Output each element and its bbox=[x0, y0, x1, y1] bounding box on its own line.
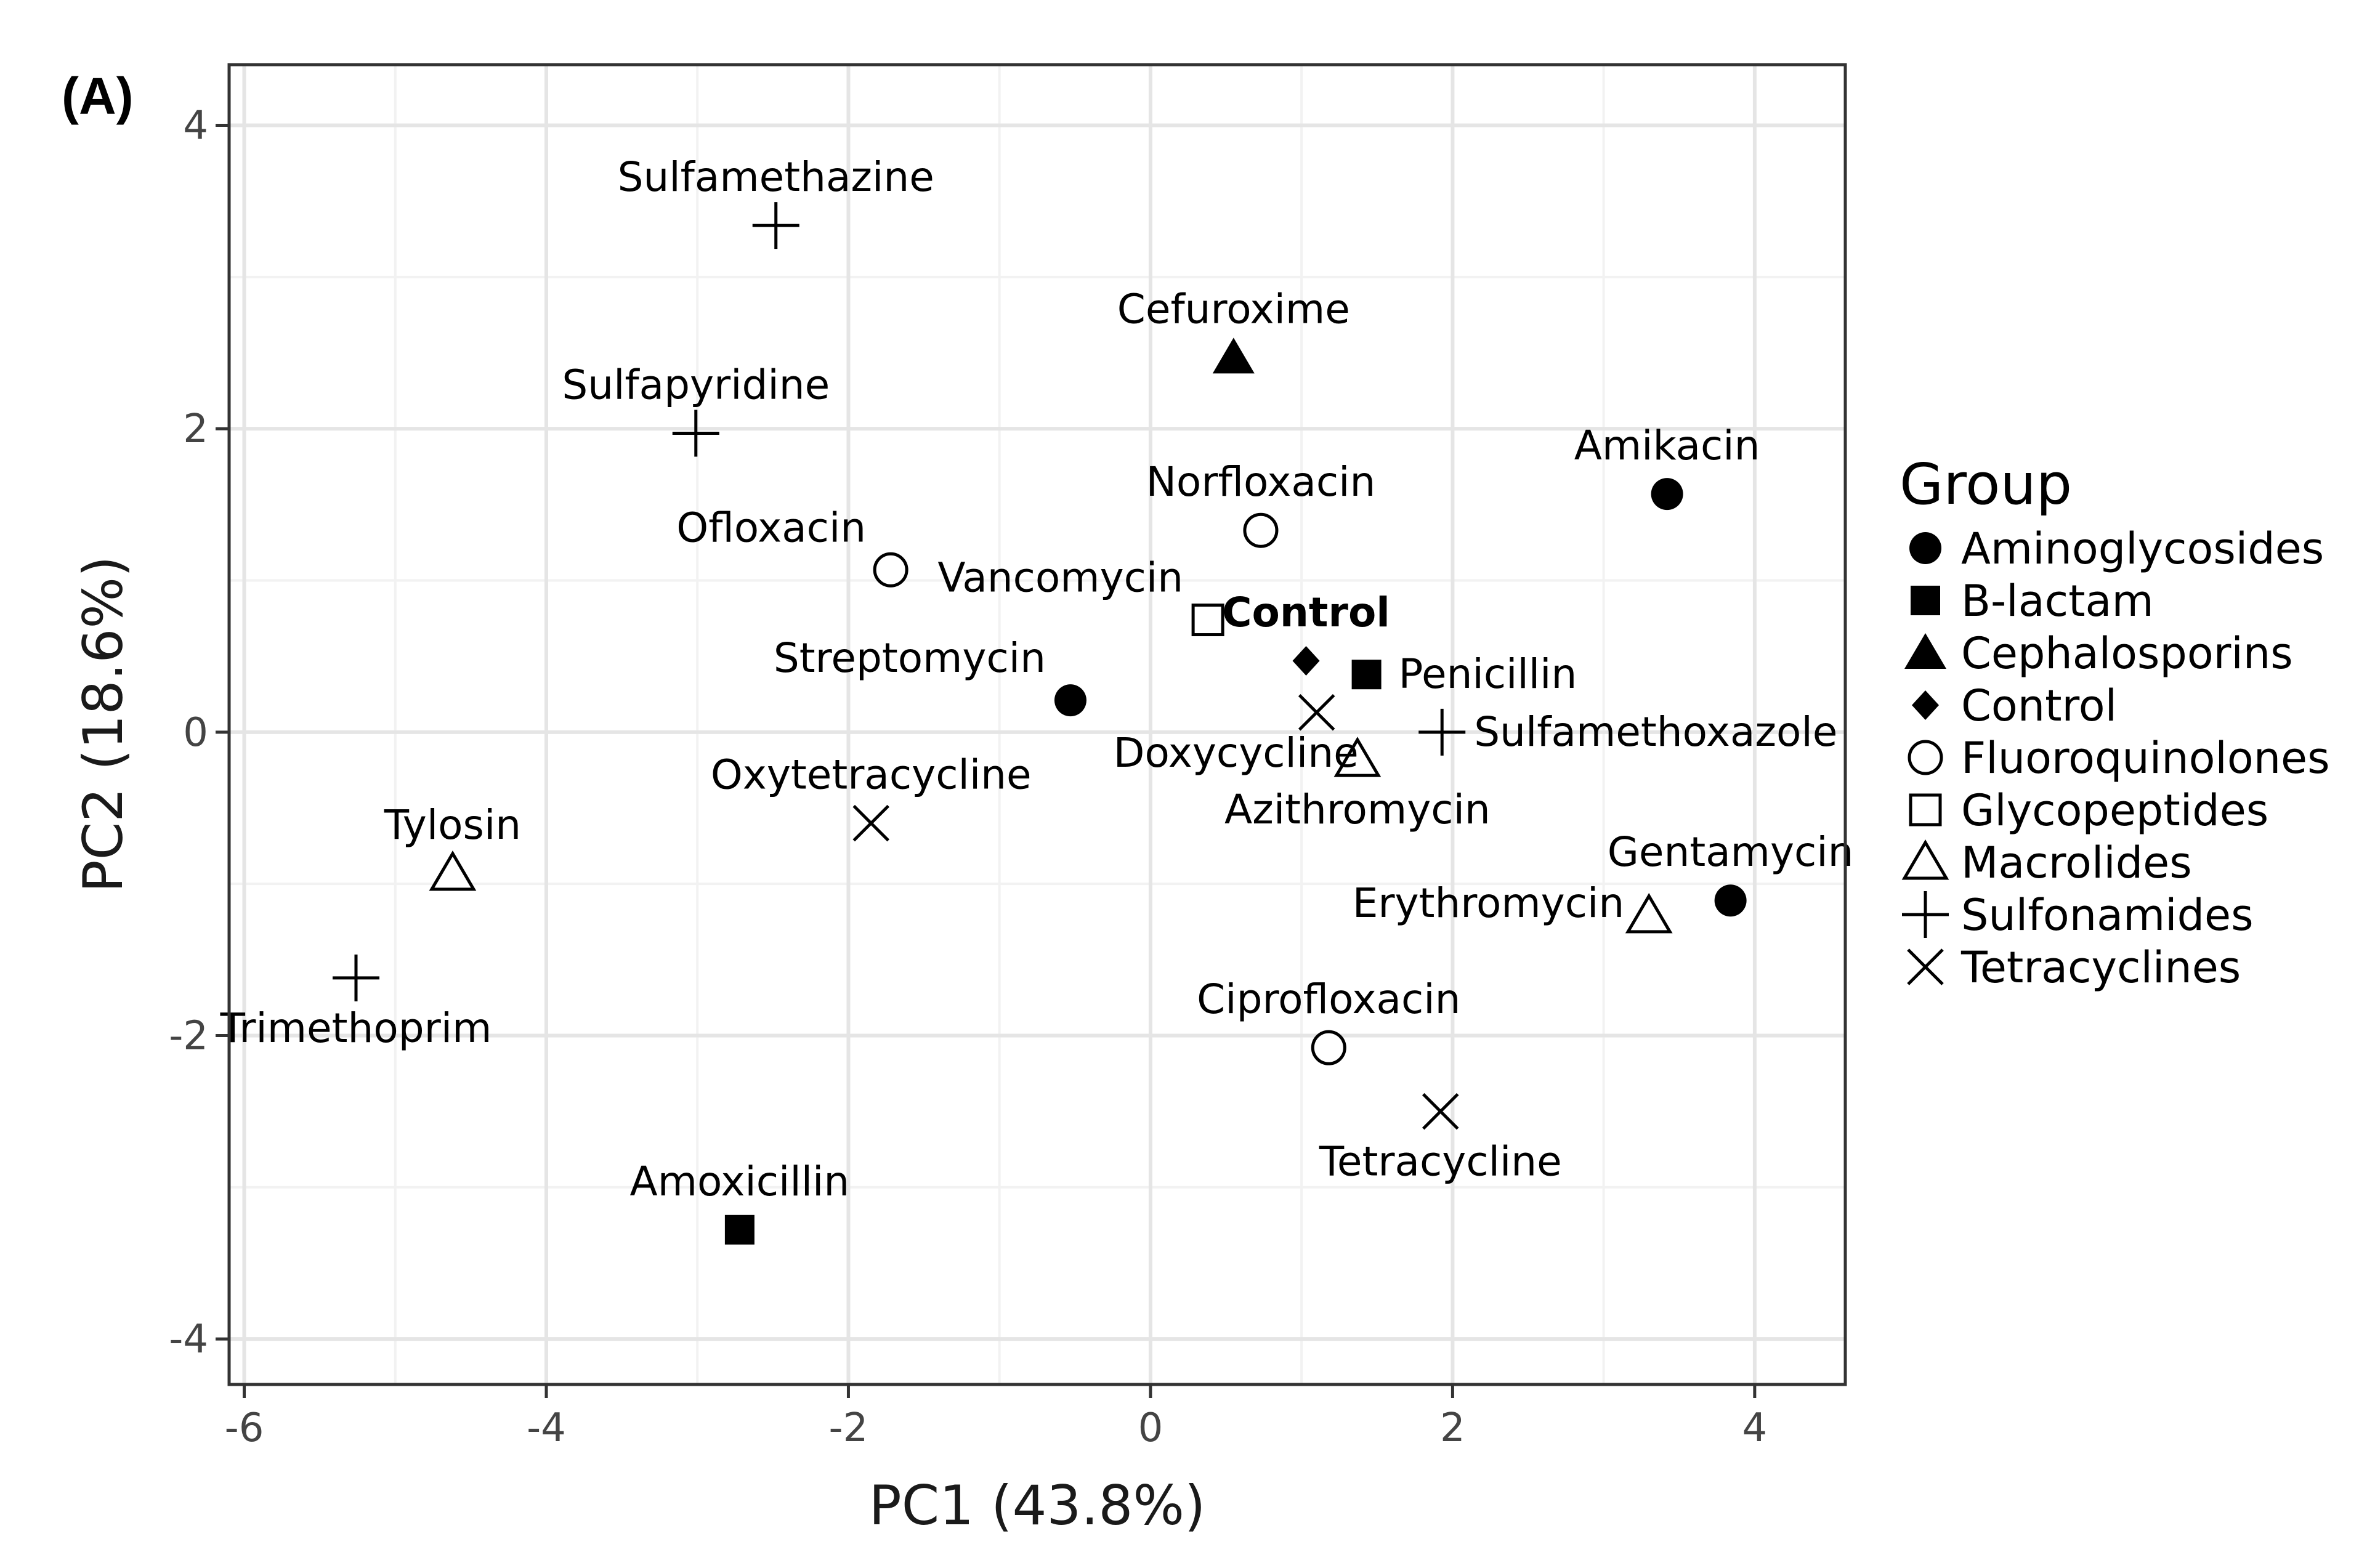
label-sulfamethoxazole: Sulfamethoxazole bbox=[1474, 708, 1837, 756]
point-azithromycin bbox=[1333, 737, 1382, 777]
panel-letter: (A) bbox=[62, 67, 134, 125]
point-tetracycline bbox=[1422, 1093, 1459, 1130]
legend-key-macrolides bbox=[1901, 839, 1949, 880]
legend-title: Group bbox=[1900, 451, 2072, 517]
data-points bbox=[332, 202, 1747, 1245]
legend-label-aminoglycosides: Aminoglycosides bbox=[1961, 523, 2324, 574]
point-cefuroxime bbox=[1212, 337, 1255, 374]
legend-key-aminoglycosides bbox=[1909, 532, 1941, 564]
y-tick-label: 0 bbox=[183, 710, 208, 756]
legend-key-tetracyclines bbox=[1907, 948, 1944, 985]
legend-label-control: Control bbox=[1961, 681, 2117, 731]
label-control: Control bbox=[1222, 589, 1390, 636]
x-tick-label: 0 bbox=[1138, 1405, 1163, 1451]
point-tylosin bbox=[429, 850, 477, 891]
x-tick-label: 2 bbox=[1440, 1405, 1465, 1451]
label-amoxicillin: Amoxicillin bbox=[630, 1158, 850, 1205]
x-tick-label: -6 bbox=[225, 1405, 264, 1451]
legend-label-fluoroquinolones: Fluoroquinolones bbox=[1961, 733, 2330, 783]
label-ciprofloxacin: Ciprofloxacin bbox=[1197, 976, 1460, 1023]
legend: Group AminoglycosidesB-lactamCephalospor… bbox=[1900, 451, 2330, 993]
point-gentamycin bbox=[1714, 884, 1747, 917]
point-amoxicillin bbox=[724, 1214, 755, 1245]
legend-key-fluoroquinolones bbox=[1908, 740, 1943, 775]
plot-background bbox=[229, 65, 1845, 1384]
grid-lines bbox=[229, 65, 1845, 1384]
point-erythromycin bbox=[1625, 892, 1673, 934]
legend-key-cephalosporins bbox=[1904, 633, 1946, 669]
legend-key-b-lactam bbox=[1911, 586, 1940, 615]
label-amikacin: Amikacin bbox=[1574, 422, 1760, 469]
point-norfloxacin bbox=[1243, 512, 1279, 548]
legend-label-cephalosporins: Cephalosporins bbox=[1961, 628, 2293, 679]
legend-label-sulfonamides: Sulfonamides bbox=[1961, 890, 2254, 940]
x-axis-title: PC1 (43.8%) bbox=[869, 1474, 1206, 1537]
point-sulfamethoxazole bbox=[1418, 708, 1466, 756]
y-tick-label: 4 bbox=[183, 103, 208, 149]
label-oxytetracycline: Oxytetracycline bbox=[711, 751, 1032, 799]
label-azithromycin: Azithromycin bbox=[1224, 786, 1491, 833]
point-labels: Sulfamethazine Cefuroxime Sulfapyridine Ami… bbox=[220, 153, 1854, 1205]
label-trimethoprim: Trimethoprim bbox=[220, 1004, 492, 1052]
point-doxycycline bbox=[1298, 694, 1335, 731]
point-streptomycin bbox=[1054, 684, 1086, 717]
plot-border bbox=[227, 63, 1847, 1386]
point-sulfamethazine bbox=[752, 202, 799, 249]
legend-label-tetracyclines: Tetracyclines bbox=[1960, 942, 2241, 993]
label-vancomycin: Vancomycin bbox=[937, 554, 1183, 602]
point-ciprofloxacin bbox=[1311, 1030, 1346, 1065]
label-norfloxacin: Norfloxacin bbox=[1146, 458, 1376, 506]
point-control bbox=[1292, 646, 1320, 676]
y-tick-label: 2 bbox=[183, 406, 208, 452]
point-sulfapyridine bbox=[672, 410, 719, 457]
point-amikacin bbox=[1651, 478, 1683, 511]
y-tick-label: -2 bbox=[169, 1013, 208, 1059]
legend-key-control bbox=[1912, 690, 1939, 720]
legend-key-sulfonamides bbox=[1902, 891, 1949, 938]
x-tick-label: -4 bbox=[527, 1405, 566, 1451]
y-tick-label: -4 bbox=[169, 1317, 208, 1362]
legend-label-glycopeptides: Glycopeptides bbox=[1961, 785, 2268, 836]
label-sulfapyridine: Sulfapyridine bbox=[562, 362, 830, 409]
point-vancomycin bbox=[1191, 604, 1224, 637]
point-ofloxacin bbox=[873, 552, 908, 588]
label-cefuroxime: Cefuroxime bbox=[1117, 285, 1350, 333]
label-penicillin: Penicillin bbox=[1399, 650, 1577, 698]
axes: -6 -4 -2 0 2 4 -4 -2 0 2 4 bbox=[169, 103, 1767, 1451]
legend-label-macrolides: Macrolides bbox=[1961, 838, 2192, 888]
point-oxytetracycline bbox=[852, 804, 890, 842]
label-streptomycin: Streptomycin bbox=[774, 634, 1046, 682]
x-tick-label: 4 bbox=[1742, 1405, 1768, 1451]
label-tetracycline: Tetracycline bbox=[1319, 1138, 1562, 1186]
x-tick-label: -2 bbox=[829, 1405, 868, 1451]
label-doxycycline: Doxycycline bbox=[1114, 729, 1359, 777]
label-sulfamethazine: Sulfamethazine bbox=[618, 153, 934, 201]
label-ofloxacin: Ofloxacin bbox=[676, 504, 866, 551]
label-erythromycin: Erythromycin bbox=[1353, 879, 1624, 927]
point-penicillin bbox=[1351, 660, 1382, 690]
point-trimethoprim bbox=[332, 954, 379, 1001]
label-gentamycin: Gentamycin bbox=[1608, 828, 1854, 876]
legend-label-b-lactam: B-lactam bbox=[1961, 576, 2154, 626]
legend-key-glycopeptides bbox=[1909, 793, 1942, 826]
y-axis-title: PC2 (18.6%) bbox=[71, 556, 135, 893]
label-tylosin: Tylosin bbox=[384, 801, 521, 849]
